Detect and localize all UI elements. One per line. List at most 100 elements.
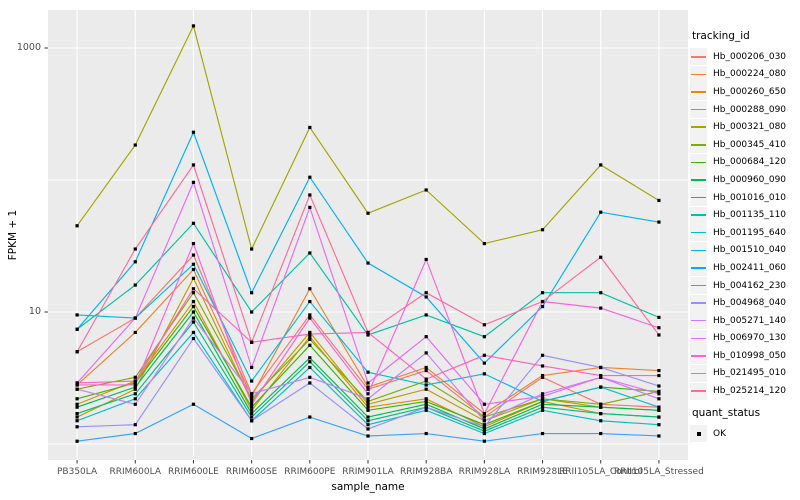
data-point (482, 402, 486, 406)
legend-item: Hb_000321_080 (690, 118, 798, 136)
x-tick-label: RRIM928BA (399, 467, 453, 477)
legend-key-swatch (690, 259, 707, 277)
data-point (250, 397, 254, 401)
data-point (366, 385, 370, 389)
data-point (133, 260, 137, 264)
data-point (540, 375, 545, 379)
data-point (191, 304, 196, 309)
data-point (191, 402, 196, 406)
data-point (540, 364, 545, 368)
legend-item: Hb_005271_140 (690, 312, 798, 330)
data-point (366, 419, 370, 423)
data-point (540, 299, 545, 304)
legend-item: Hb_006970_130 (690, 329, 798, 348)
data-point (308, 330, 312, 335)
data-point (366, 399, 370, 404)
data-point (308, 335, 312, 339)
data-point (482, 353, 486, 357)
data-point (482, 419, 486, 423)
data-point (191, 262, 196, 266)
legend-key-line (691, 73, 706, 76)
legend-key-swatch (690, 224, 707, 242)
data-point (599, 411, 603, 416)
legend-key-line (691, 355, 706, 357)
data-point (133, 330, 137, 335)
legend-title-tracking-id: tracking_id (692, 30, 750, 42)
legend-key-swatch (690, 189, 707, 207)
data-point (191, 253, 196, 257)
legend-label: Hb_021495_010 (713, 368, 787, 379)
data-point (366, 381, 370, 385)
data-point (657, 315, 661, 320)
data-point (308, 343, 312, 347)
data-point (424, 377, 428, 381)
data-point (540, 392, 545, 396)
legend-key-swatch (690, 118, 707, 136)
legend-key-swatch (690, 136, 707, 154)
legend-item: Hb_004162_230 (690, 277, 798, 295)
legend-label: Hb_004162_230 (713, 280, 787, 291)
data-point (133, 392, 137, 396)
legend-key-swatch (690, 206, 707, 224)
legend-key-line (691, 196, 706, 199)
data-point (75, 411, 79, 416)
data-point (540, 397, 545, 401)
data-point (191, 299, 196, 304)
data-point (657, 368, 661, 373)
legend-item-quant-status: OK (690, 425, 798, 443)
data-point (191, 316, 196, 320)
data-point (75, 350, 79, 354)
data-point (366, 392, 370, 396)
data-point (482, 415, 486, 419)
legend-key-line (691, 390, 706, 392)
legend-label: Hb_001510_040 (713, 245, 787, 256)
data-point (366, 415, 370, 419)
data-point (366, 408, 370, 412)
legend-key-swatch (690, 329, 707, 347)
legend-label: Hb_000260_650 (713, 86, 787, 97)
legend-label: Hb_006970_130 (713, 333, 787, 344)
legend-label: OK (713, 428, 726, 439)
data-point (424, 405, 428, 409)
data-point (191, 267, 196, 272)
data-point (191, 287, 196, 291)
y-axis-title: FPKM + 1 (7, 209, 19, 261)
data-point (75, 439, 79, 443)
data-point (250, 402, 254, 406)
data-point (424, 188, 428, 192)
legend-label: Hb_000288_090 (713, 104, 787, 115)
data-point (657, 415, 661, 419)
data-point (191, 24, 196, 28)
data-point (424, 379, 428, 383)
data-point (308, 381, 312, 385)
legend-key-line (691, 249, 706, 252)
legend-label: Hb_004968_040 (713, 298, 787, 309)
data-point (424, 351, 428, 355)
data-point (657, 333, 661, 337)
data-point (540, 394, 545, 398)
data-point (191, 180, 196, 184)
data-point (133, 402, 137, 406)
data-point (75, 425, 79, 429)
data-point (250, 247, 254, 251)
data-point (133, 143, 137, 147)
data-point (540, 291, 545, 295)
legend-items-tracking-id: Hb_000206_030 Hb_000224_080 Hb_000260_650 H… (690, 48, 798, 400)
data-point (366, 370, 370, 374)
data-point (657, 423, 661, 427)
data-point (250, 310, 254, 314)
data-point (250, 415, 254, 419)
x-tick-label: RRIM928LA (458, 467, 511, 477)
x-tick-label: RRIM600PE (284, 467, 336, 477)
legend-items-quant-status: OK (690, 425, 798, 443)
data-point (482, 241, 486, 246)
legend-key-line (691, 319, 706, 322)
legend-key-swatch (690, 101, 707, 119)
legend-label: Hb_000960_090 (713, 174, 787, 185)
legend-label: Hb_001016_010 (713, 192, 787, 203)
data-point (424, 383, 428, 387)
data-point (366, 330, 370, 335)
data-point (75, 224, 79, 228)
x-tick-label: PB350LA (56, 467, 98, 477)
legend-key-line (691, 126, 706, 128)
